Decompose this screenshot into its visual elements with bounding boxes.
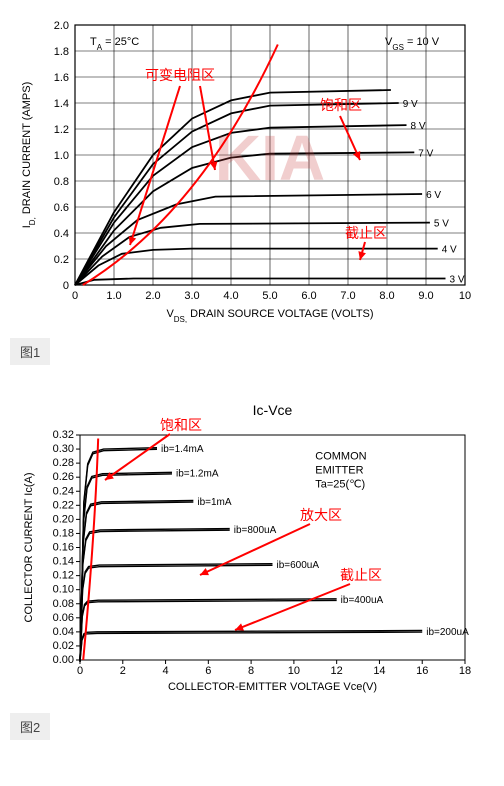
svg-text:3 V: 3 V	[450, 275, 465, 286]
svg-text:1.4: 1.4	[54, 98, 69, 110]
svg-text:ib=1.4mA: ib=1.4mA	[161, 444, 204, 455]
svg-text:2.0: 2.0	[54, 20, 69, 32]
svg-text:4.0: 4.0	[223, 290, 238, 302]
svg-text:9.0: 9.0	[418, 290, 433, 302]
svg-text:饱和区: 饱和区	[160, 417, 202, 433]
svg-text:2: 2	[120, 665, 126, 677]
svg-text:1.8: 1.8	[54, 46, 69, 58]
svg-text:1.0: 1.0	[54, 150, 69, 162]
svg-text:6.0: 6.0	[301, 290, 316, 302]
svg-text:COLLECTOR-EMITTER VOLTAGE Vce(: COLLECTOR-EMITTER VOLTAGE Vce(V)	[168, 681, 377, 693]
chart2-svg: Ic-Vce 0 2 4 6 8 10 12 14 16 18 0.00 0.02 0.04 0.06 0.0…	[10, 385, 490, 705]
svg-text:0.06: 0.06	[53, 612, 74, 624]
svg-text:VDS, DRAIN SOURCE VOLTAGE (VOL: VDS, DRAIN SOURCE VOLTAGE (VOLTS)	[166, 308, 373, 324]
svg-text:1.6: 1.6	[54, 72, 69, 84]
svg-text:6 V: 6 V	[426, 190, 441, 201]
svg-text:0.18: 0.18	[53, 527, 74, 539]
svg-text:0.30: 0.30	[53, 443, 74, 455]
svg-text:0: 0	[63, 280, 69, 292]
svg-text:8.0: 8.0	[379, 290, 394, 302]
svg-text:0.22: 0.22	[53, 499, 74, 511]
svg-text:8 V: 8 V	[411, 121, 426, 132]
svg-text:0: 0	[77, 665, 83, 677]
chart2-block: Ic-Vce 0 2 4 6 8 10 12 14 16 18 0.00 0.02 0.04 0.06 0.0…	[10, 385, 494, 740]
svg-text:ib=1.2mA: ib=1.2mA	[176, 469, 219, 480]
svg-text:0.4: 0.4	[54, 228, 69, 240]
svg-text:EMITTER: EMITTER	[315, 465, 363, 477]
svg-text:0.6: 0.6	[54, 202, 69, 214]
svg-text:0.32: 0.32	[53, 429, 74, 441]
svg-text:0.14: 0.14	[53, 556, 74, 568]
svg-text:可变电阻区: 可变电阻区	[145, 67, 215, 83]
svg-text:ID, DRAIN CURRENT (AMPS): ID, DRAIN CURRENT (AMPS)	[21, 82, 37, 229]
svg-text:Ic-Vce: Ic-Vce	[253, 402, 293, 418]
svg-text:0.28: 0.28	[53, 457, 74, 469]
svg-text:ib=400uA: ib=400uA	[341, 595, 384, 606]
svg-text:ib=200uA: ib=200uA	[426, 627, 469, 638]
svg-text:0.08: 0.08	[53, 598, 74, 610]
svg-text:ib=1mA: ib=1mA	[197, 497, 232, 508]
svg-text:1.0: 1.0	[106, 290, 121, 302]
svg-text:8: 8	[248, 665, 254, 677]
svg-text:截止区: 截止区	[340, 567, 382, 583]
svg-text:5.0: 5.0	[262, 290, 277, 302]
svg-text:饱和区: 饱和区	[320, 97, 362, 113]
svg-text:2.0: 2.0	[145, 290, 160, 302]
svg-text:16: 16	[416, 665, 428, 677]
chart1-block: 0 1.0 2.0 3.0 4.0 5.0 6.0 7.0 8.0 9.0 10 0 0.2 0.4 0.6…	[10, 10, 494, 365]
svg-text:0.04: 0.04	[53, 626, 74, 638]
svg-text:0.8: 0.8	[54, 176, 69, 188]
svg-text:截止区: 截止区	[345, 225, 387, 241]
svg-text:ib=800uA: ib=800uA	[234, 525, 277, 536]
svg-text:10: 10	[459, 290, 471, 302]
svg-text:18: 18	[459, 665, 471, 677]
svg-text:0.24: 0.24	[53, 485, 74, 497]
svg-text:0.00: 0.00	[53, 654, 74, 666]
svg-text:0.12: 0.12	[53, 570, 74, 582]
svg-text:6: 6	[205, 665, 211, 677]
svg-text:Ta=25(℃): Ta=25(℃)	[315, 479, 365, 491]
svg-text:10: 10	[288, 665, 300, 677]
svg-text:COLLECTOR CURRENT Ic(A): COLLECTOR CURRENT Ic(A)	[23, 473, 35, 623]
svg-text:12: 12	[331, 665, 343, 677]
caption2: 图2	[10, 713, 50, 740]
svg-text:ib=600uA: ib=600uA	[277, 560, 320, 571]
svg-text:7.0: 7.0	[340, 290, 355, 302]
svg-text:0.26: 0.26	[53, 471, 74, 483]
svg-text:5 V: 5 V	[434, 219, 449, 230]
svg-text:0: 0	[72, 290, 78, 302]
svg-text:4: 4	[162, 665, 168, 677]
svg-text:COMMON: COMMON	[315, 451, 366, 463]
svg-text:放大区: 放大区	[300, 507, 342, 523]
chart1-svg: 0 1.0 2.0 3.0 4.0 5.0 6.0 7.0 8.0 9.0 10 0 0.2 0.4 0.6…	[10, 10, 490, 330]
svg-text:3.0: 3.0	[184, 290, 199, 302]
svg-text:0.2: 0.2	[54, 254, 69, 266]
svg-text:0.16: 0.16	[53, 542, 74, 554]
svg-text:0.02: 0.02	[53, 640, 74, 652]
svg-text:9 V: 9 V	[403, 99, 418, 110]
svg-text:14: 14	[373, 665, 385, 677]
svg-text:0.20: 0.20	[53, 513, 74, 525]
svg-text:7 V: 7 V	[418, 148, 433, 159]
caption1: 图1	[10, 338, 50, 365]
svg-text:4 V: 4 V	[442, 245, 457, 256]
svg-text:1.2: 1.2	[54, 124, 69, 136]
svg-text:0.10: 0.10	[53, 584, 74, 596]
